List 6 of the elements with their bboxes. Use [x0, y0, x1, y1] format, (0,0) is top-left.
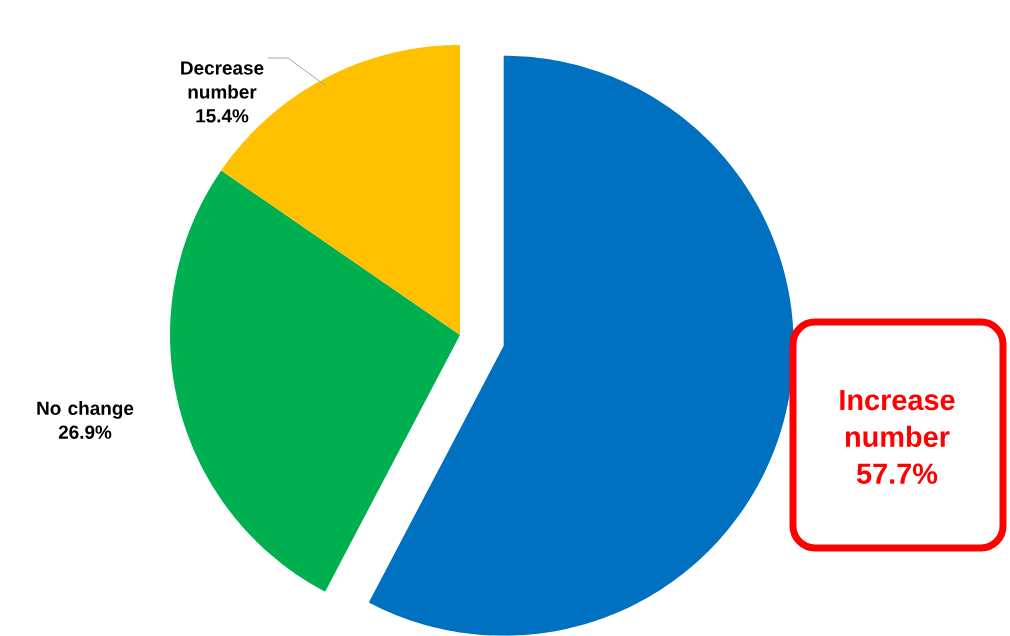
slice-label: No change	[37, 401, 134, 419]
slice-label: Decrease number	[181, 61, 264, 99]
data-label: 57.7%	[856, 463, 938, 485]
data-label: 15.4%	[196, 109, 249, 123]
slice-label: Increase number	[840, 390, 955, 448]
data-label: 26.9%	[58, 425, 112, 439]
